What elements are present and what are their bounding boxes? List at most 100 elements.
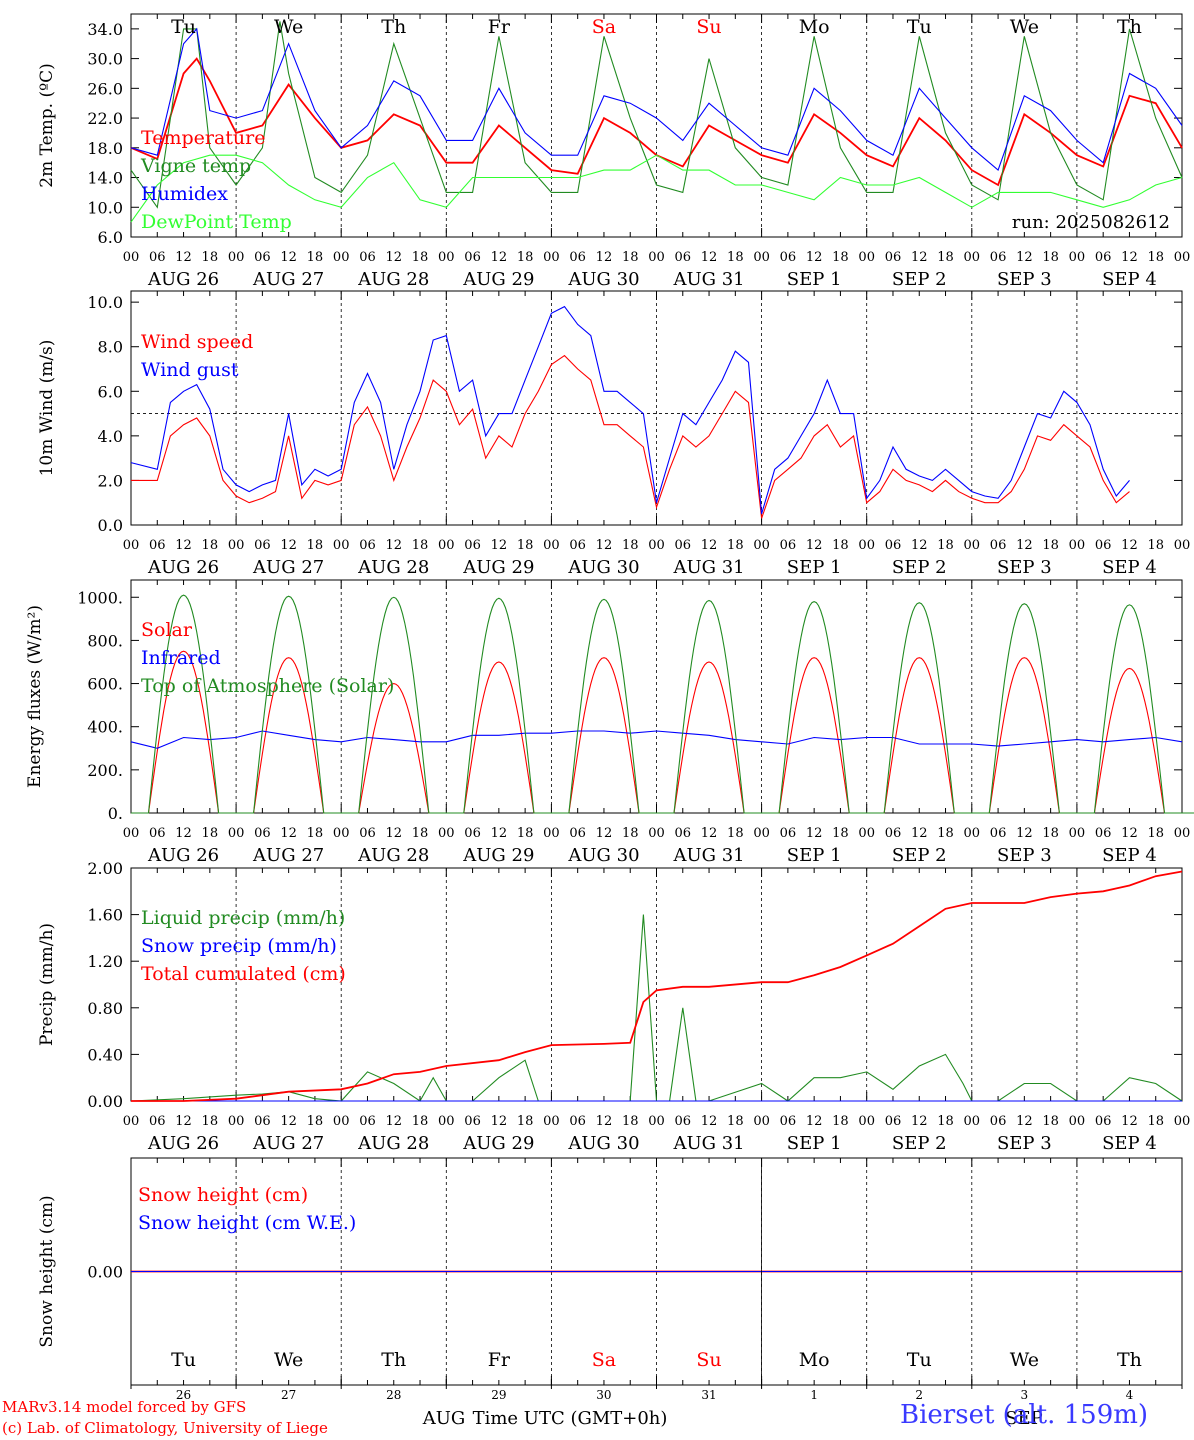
x-hour-label: 18 [517,1114,534,1129]
x-hour-label: 00 [123,538,140,553]
x-hour-label: 18 [937,250,954,265]
legend-top-of-atmosphere-solar-: Top of Atmosphere (Solar) [141,675,394,697]
legend-temperature: Temperature [141,127,265,149]
x-hour-label: 12 [701,250,718,265]
x-hour-label: 18 [832,250,849,265]
run-annotation: run: 2025082612 [1012,212,1170,233]
x-date-label: AUG 28 [357,269,429,290]
x-date-label: AUG 29 [462,557,534,578]
x-date-label: SEP 3 [997,845,1052,866]
day-number-label: 31 [701,1388,716,1402]
legend-total-cumulated-cm-: Total cumulated (cm) [141,963,346,985]
x-date-label: SEP 1 [787,557,842,578]
day-number-label: 3 [1021,1388,1029,1402]
x-hour-label: 00 [648,1114,665,1129]
x-date-label: AUG 26 [147,557,219,578]
x-date-label: AUG 26 [147,1133,219,1154]
y-tick-label: 1000. [77,588,123,607]
x-date-label: SEP 2 [892,845,947,866]
y-tick-label: 26.0 [87,79,123,98]
x-hour-label: 06 [254,538,271,553]
x-hour-label: 12 [1016,1114,1033,1129]
x-date-label: SEP 2 [892,269,947,290]
x-hour-label: 18 [412,1114,429,1129]
x-hour-label: 18 [307,250,324,265]
day-number-label: 1 [810,1388,818,1402]
x-date-label: AUG 31 [672,845,744,866]
y-tick-label: 0.40 [87,1045,123,1064]
legend-solar: Solar [141,619,193,641]
x-hour-label: 12 [491,826,508,841]
x-hour-label: 06 [569,250,586,265]
x-hour-label: 06 [1095,250,1112,265]
x-hour-label: 00 [333,250,350,265]
x-hour-label: 00 [648,826,665,841]
day-number-label: 4 [1126,1388,1134,1402]
x-hour-label: 06 [1095,1114,1112,1129]
x-axis-title: Time UTC (GMT+0h) [473,1408,668,1429]
x-hour-label: 00 [964,538,981,553]
x-hour-label: 06 [569,1114,586,1129]
weekday-label-bottom: Mo [799,1349,830,1371]
x-date-label: SEP 3 [997,1133,1052,1154]
x-hour-label: 12 [385,250,402,265]
x-date-label: AUG 31 [672,269,744,290]
legend-dewpoint-temp: DewPoint Temp [141,211,292,233]
y-tick-label: 6.0 [98,382,123,401]
x-hour-label: 00 [648,250,665,265]
x-date-label: AUG 27 [252,269,324,290]
x-hour-label: 00 [438,1114,455,1129]
x-hour-label: 00 [1174,1114,1191,1129]
x-hour-label: 12 [385,1114,402,1129]
weekday-label-bottom: Th [381,1349,406,1371]
x-hour-label: 18 [1042,250,1059,265]
series-line-infrared [130,730,1183,749]
x-date-label: AUG 31 [672,1133,744,1154]
y-tick-label: 6.0 [98,228,123,247]
x-hour-label: 18 [202,250,219,265]
x-hour-label: 12 [175,250,192,265]
y-tick-label: 30.0 [87,50,123,69]
x-hour-label: 18 [1147,826,1164,841]
x-hour-label: 00 [964,250,981,265]
y-tick-label: 2.00 [87,859,123,878]
x-date-label: AUG 30 [567,1133,639,1154]
x-hour-label: 12 [1016,250,1033,265]
x-date-label: AUG 30 [567,269,639,290]
x-hour-label: 18 [202,538,219,553]
x-hour-label: 12 [491,250,508,265]
x-hour-label: 12 [701,1114,718,1129]
weekday-label-top: Sa [592,16,616,38]
x-hour-label: 00 [228,1114,245,1129]
x-hour-label: 18 [307,1114,324,1129]
x-hour-label: 12 [1121,250,1138,265]
x-hour-label: 18 [622,1114,639,1129]
x-hour-label: 12 [806,1114,823,1129]
x-date-label: SEP 4 [1102,845,1157,866]
x-hour-label: 12 [701,538,718,553]
x-hour-label: 06 [1095,538,1112,553]
y-axis-label: Precip (mm/h) [37,923,57,1046]
x-hour-label: 00 [1069,250,1086,265]
series-line-dewpoint-temp [130,154,1183,223]
weekday-label-top: Fr [488,16,511,38]
weekday-label-top: Mo [799,16,830,38]
x-hour-label: 00 [438,538,455,553]
x-date-label: SEP 4 [1102,557,1157,578]
x-date-label: SEP 4 [1102,269,1157,290]
y-tick-label: 8.0 [98,338,123,357]
x-hour-label: 06 [990,250,1007,265]
x-date-label: AUG 27 [252,845,324,866]
credit-line-2: (c) Lab. of Climatology, University of L… [2,1419,328,1437]
x-hour-label: 00 [1174,538,1191,553]
x-hour-label: 18 [832,1114,849,1129]
series-line-humidex [130,27,1183,172]
x-date-label: SEP 2 [892,1133,947,1154]
x-hour-label: 12 [911,1114,928,1129]
weekday-label-bottom: Fr [488,1349,511,1371]
y-tick-label: 200. [87,761,123,780]
x-hour-label: 18 [622,250,639,265]
x-hour-label: 18 [727,1114,744,1129]
series-line-vigne-temp [130,21,1183,209]
